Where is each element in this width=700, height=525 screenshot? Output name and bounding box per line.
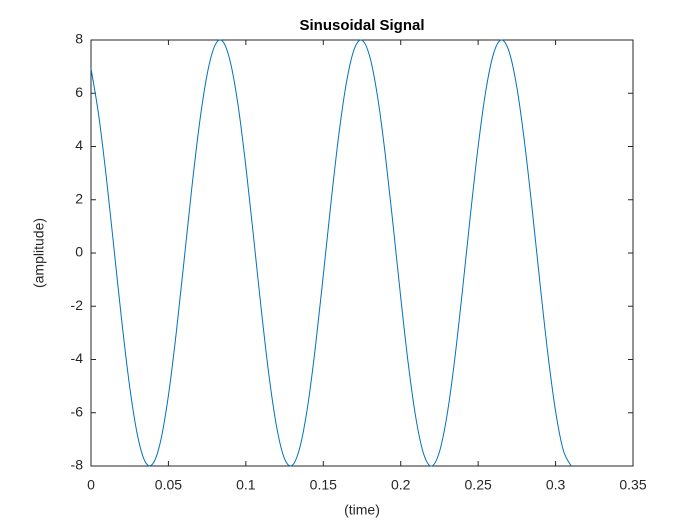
y-tick-label: 6 [75,84,83,100]
y-tick-label: 4 [75,137,83,153]
axes-box [90,39,634,467]
chart-title: Sinusoidal Signal [299,17,424,34]
line-series [90,39,572,467]
x-axis-label: (time) [344,502,380,518]
y-tick-label: 8 [75,31,83,47]
y-tick-label: -8 [71,457,84,473]
x-tick-label: 0.3 [546,477,566,493]
x-tick-label: 0.05 [155,477,182,493]
y-axis-label: (amplitude) [31,218,47,288]
x-tick-label: 0.25 [465,477,492,493]
x-tick-label: 0.2 [391,477,411,493]
y-tick-label: -4 [71,350,84,366]
x-tick-label: 0.1 [236,477,256,493]
x-tick-label: 0.35 [619,477,646,493]
y-tick-label: -2 [71,297,84,313]
y-tick-label: 2 [75,190,83,206]
x-tick-label: 0.15 [310,477,337,493]
x-tick-label: 0 [87,477,95,493]
y-tick-label: 0 [75,244,83,260]
y-tick-label: -6 [71,403,84,419]
